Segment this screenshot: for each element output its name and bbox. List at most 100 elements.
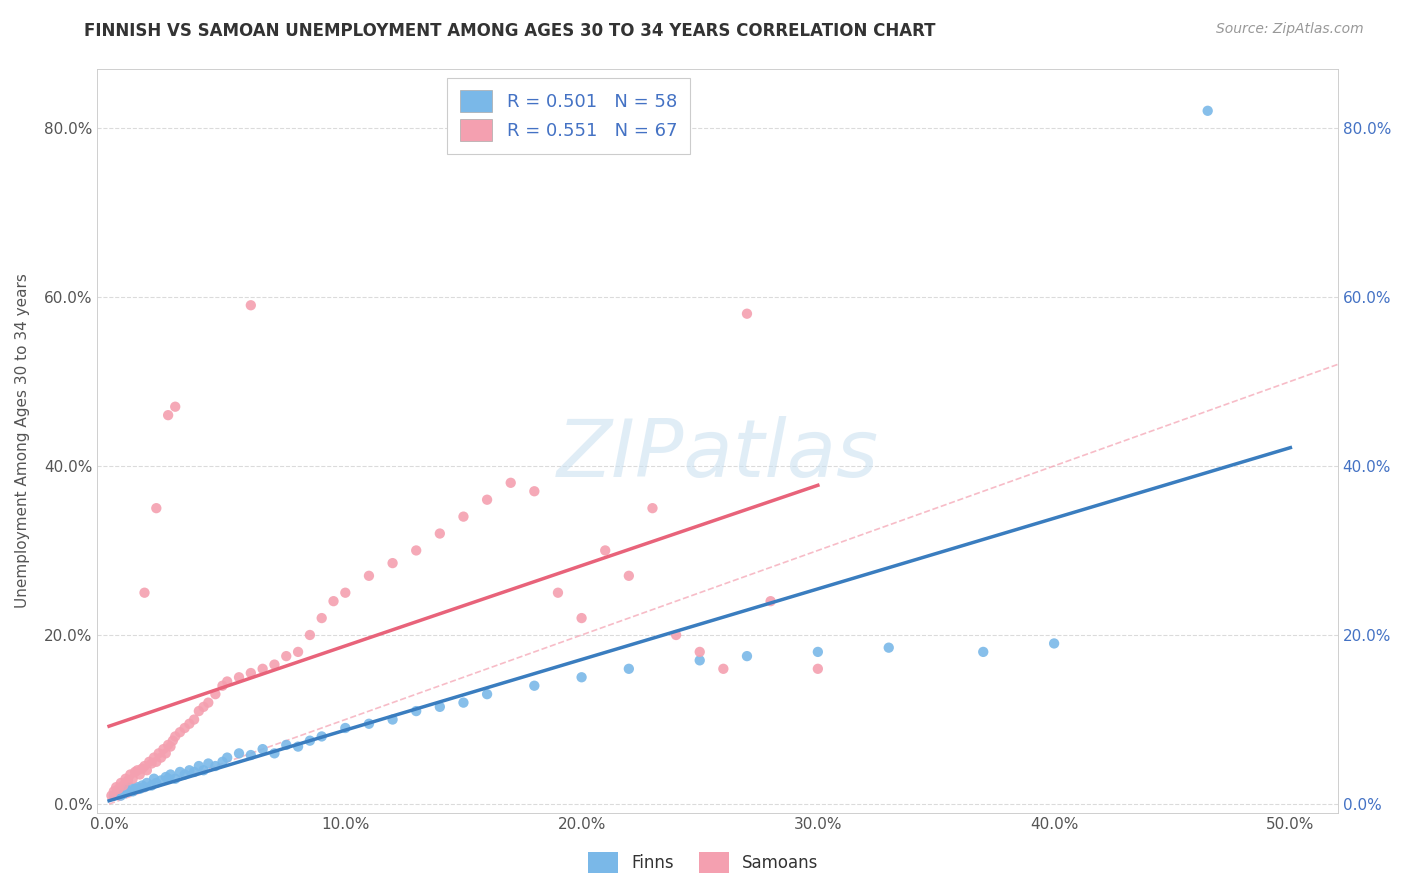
Text: FINNISH VS SAMOAN UNEMPLOYMENT AMONG AGES 30 TO 34 YEARS CORRELATION CHART: FINNISH VS SAMOAN UNEMPLOYMENT AMONG AGE… (84, 22, 936, 40)
Point (128, 781, 150, 796)
Point (157, 738, 180, 752)
Point (298, 733, 321, 747)
Point (239, 666, 262, 681)
Point (187, 704, 209, 718)
Point (475, 687, 498, 701)
Point (571, 611, 593, 625)
Point (357, 569, 380, 583)
Point (135, 764, 157, 778)
Point (150, 750, 173, 764)
Point (571, 670, 593, 684)
Point (157, 408, 180, 422)
Point (112, 779, 135, 793)
Point (1043, 636, 1066, 650)
Point (689, 653, 711, 667)
Point (547, 585, 569, 599)
Point (124, 764, 146, 779)
Point (131, 762, 153, 776)
Y-axis label: Unemployment Among Ages 30 to 34 years: Unemployment Among Ages 30 to 34 years (15, 273, 30, 608)
Point (179, 764, 201, 778)
Point (735, 307, 758, 321)
Point (405, 543, 427, 558)
Point (197, 696, 219, 710)
Point (429, 699, 451, 714)
Point (183, 764, 205, 779)
Point (183, 713, 205, 727)
Point (972, 645, 994, 659)
Point (665, 628, 688, 642)
Point (173, 721, 195, 735)
Point (117, 784, 139, 798)
Point (120, 780, 142, 794)
Point (107, 781, 129, 796)
Point (141, 756, 163, 771)
Point (252, 742, 274, 756)
Point (217, 674, 239, 689)
Point (311, 611, 333, 625)
Point (112, 787, 135, 801)
Point (107, 784, 129, 798)
Point (159, 767, 181, 781)
Point (287, 739, 309, 754)
Point (105, 780, 128, 794)
Point (523, 679, 546, 693)
Point (276, 738, 298, 752)
Point (165, 772, 187, 786)
Point (169, 725, 191, 739)
Point (239, 298, 262, 312)
Point (263, 657, 285, 672)
Point (689, 645, 711, 659)
Point (641, 501, 664, 516)
Point (204, 687, 226, 701)
Point (120, 767, 142, 781)
Point (127, 764, 149, 778)
Point (165, 730, 187, 744)
Point (381, 556, 404, 570)
Point (169, 764, 191, 779)
Point (121, 784, 143, 798)
Point (128, 767, 150, 781)
Point (179, 716, 201, 731)
Point (135, 776, 157, 790)
Point (145, 755, 167, 769)
Point (311, 730, 333, 744)
Point (142, 750, 165, 764)
Legend: Finns, Samoans: Finns, Samoans (581, 846, 825, 880)
Point (217, 750, 239, 764)
Point (150, 773, 173, 788)
Point (145, 501, 167, 516)
Point (211, 679, 233, 693)
Point (193, 764, 215, 778)
Point (165, 400, 187, 414)
Point (103, 784, 125, 798)
Point (204, 759, 226, 773)
Point (453, 696, 475, 710)
Point (287, 645, 309, 659)
Point (322, 594, 344, 608)
Point (877, 640, 900, 655)
Point (121, 772, 143, 786)
Point (134, 759, 156, 773)
Point (807, 662, 830, 676)
Point (252, 662, 274, 676)
Point (617, 569, 640, 583)
Point (475, 492, 498, 507)
Point (193, 699, 215, 714)
Point (173, 767, 195, 781)
Text: Source: ZipAtlas.com: Source: ZipAtlas.com (1216, 22, 1364, 37)
Point (117, 773, 139, 788)
Legend: R = 0.501   N = 58, R = 0.551   N = 67: R = 0.501 N = 58, R = 0.551 N = 67 (447, 78, 690, 154)
Point (239, 747, 262, 762)
Point (453, 509, 475, 524)
Point (405, 704, 427, 718)
Point (157, 772, 180, 786)
Point (131, 779, 153, 793)
Point (211, 755, 233, 769)
Point (114, 772, 136, 786)
Point (159, 739, 181, 754)
Point (110, 776, 132, 790)
Point (711, 662, 734, 676)
Point (103, 789, 125, 803)
Point (145, 776, 167, 790)
Point (100, 789, 122, 803)
